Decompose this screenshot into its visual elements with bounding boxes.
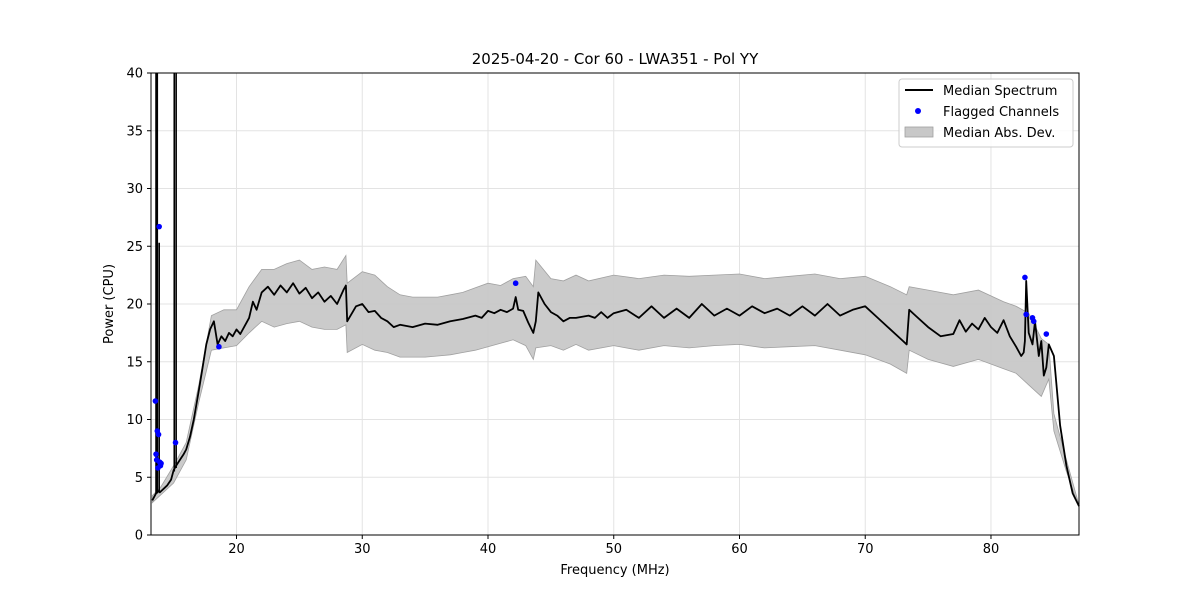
x-tick-label-20: 20: [228, 542, 245, 557]
flagged-channel-point: [1022, 274, 1028, 281]
x-tick-label-40: 40: [480, 542, 497, 557]
y-tick-label-30: 30: [126, 182, 143, 197]
legend-band-swatch: [904, 126, 934, 138]
x-tick-label-60: 60: [731, 542, 748, 557]
plot-area: [150, 72, 1080, 536]
flagged-channel-point: [216, 343, 222, 350]
y-tick-label-35: 35: [126, 124, 143, 139]
median-spectrum-line: [151, 280, 1080, 507]
flagged-channel-point: [1023, 311, 1029, 318]
legend: Median Spectrum Flagged Channels Median …: [898, 78, 1074, 148]
y-tick-label-10: 10: [126, 413, 143, 428]
median-line-layer: [151, 280, 1080, 507]
legend-label-median-abs-dev: Median Abs. Dev.: [943, 126, 1055, 141]
y-tick-label-15: 15: [126, 355, 143, 370]
legend-point-swatch: [915, 108, 921, 114]
x-axis-label: Frequency (MHz): [560, 563, 669, 578]
flagged-channel-point: [156, 223, 162, 230]
flagged-channel-point: [1030, 318, 1037, 325]
flagged-channel-point: [172, 439, 179, 446]
x-tick-label-30: 30: [354, 542, 371, 557]
x-tick-label-70: 70: [857, 542, 874, 557]
flagged-channel-point: [152, 398, 159, 404]
flagged-channel-point: [512, 280, 519, 287]
spike-layer: [155, 73, 177, 494]
chart-title: 2025-04-20 - Cor 60 - LWA351 - Pol YY: [472, 50, 759, 68]
y-tick-label-40: 40: [126, 67, 143, 82]
flagged-channel-point: [1043, 331, 1050, 337]
x-axis-ticks: 20 30 40 50 60 70 80: [228, 535, 999, 557]
y-axis-ticks: 0 5 10 15 20 25 30 35 40: [126, 67, 151, 544]
flagged-channel-point: [155, 431, 162, 438]
y-tick-label-25: 25: [126, 240, 143, 255]
flagged-channel-point: [153, 451, 159, 457]
legend-label-median-spectrum: Median Spectrum: [943, 84, 1057, 99]
flagged-points-layer: [152, 223, 1050, 471]
legend-label-flagged-channels: Flagged Channels: [943, 105, 1059, 120]
flagged-channel-point: [158, 460, 164, 467]
x-tick-label-50: 50: [605, 542, 622, 557]
y-axis-label: Power (CPU): [102, 264, 117, 344]
y-tick-label-0: 0: [135, 529, 143, 544]
legend-box: [898, 78, 1074, 148]
x-tick-label-80: 80: [983, 542, 1000, 557]
y-tick-label-20: 20: [126, 298, 143, 313]
y-tick-label-5: 5: [135, 471, 143, 486]
